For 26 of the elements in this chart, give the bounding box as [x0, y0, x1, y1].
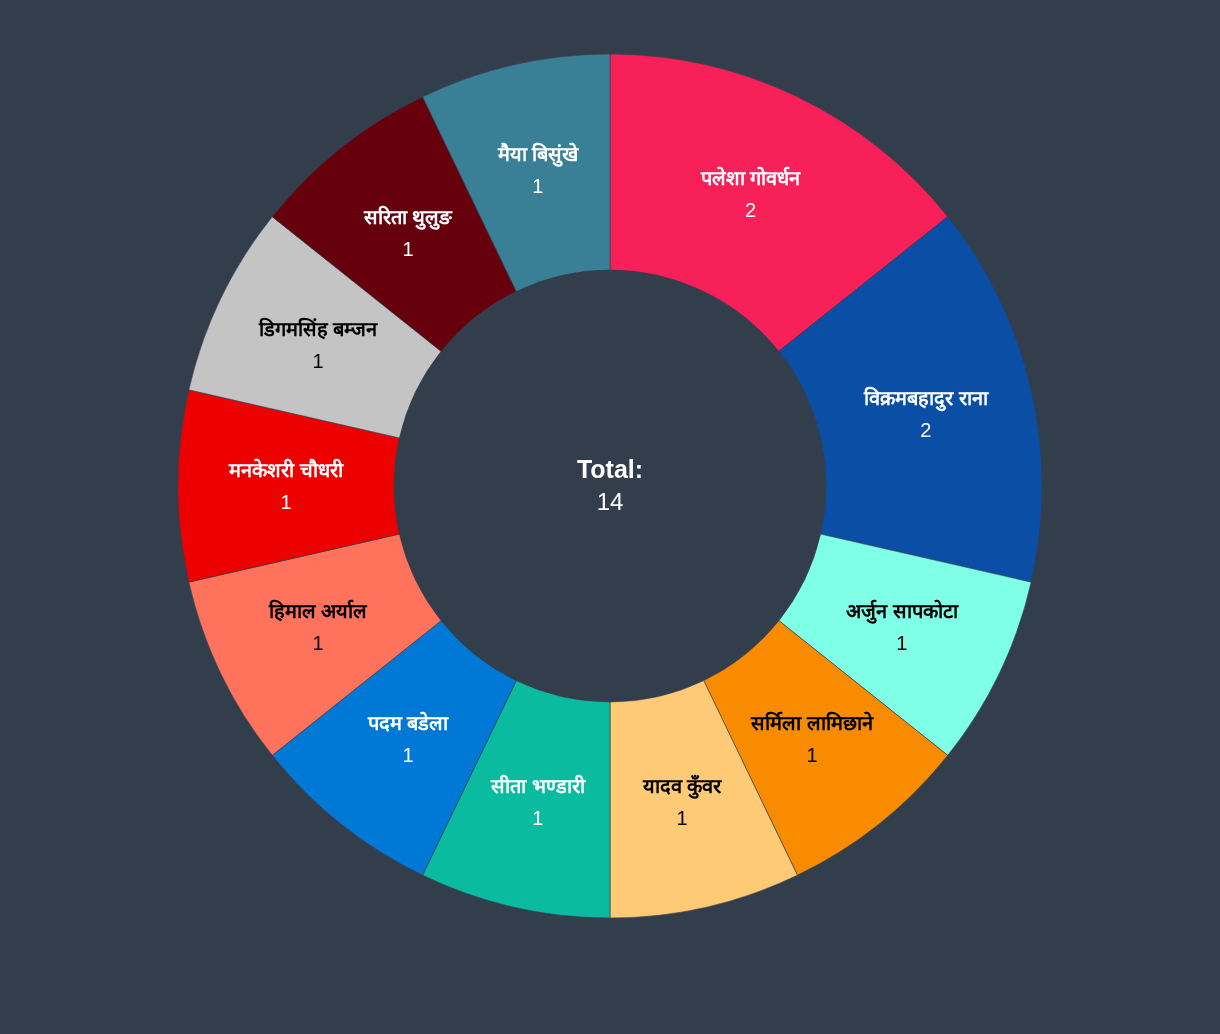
slice-label: पदम बडेला — [366, 711, 450, 735]
text: Total: — [576, 455, 644, 483]
data-label: 1 — [402, 744, 414, 767]
slice-label: हिमाल अर्याल — [267, 598, 369, 622]
data-label: 1 — [806, 744, 818, 767]
slice-label: मैया बिसुंखे — [496, 142, 581, 168]
slice-label: सर्मिला लामिछाने — [750, 711, 874, 735]
data-label: 2 — [745, 199, 757, 222]
slice-label: सीता भण्डारी — [490, 773, 586, 797]
data-label: 1 — [896, 631, 908, 654]
data-label: 1 — [312, 350, 324, 373]
slice-label: सरिता थुलुङ — [362, 204, 454, 230]
data-label: 1 — [532, 175, 544, 198]
text: 14 — [596, 488, 624, 515]
data-label: 1 — [312, 631, 324, 654]
slice-label: पलेशा गोवर्धन — [699, 166, 802, 190]
slice-label: यादव कुँवर — [641, 773, 723, 799]
slice-label: डिगमसिंह बम्जन — [257, 317, 379, 341]
data-label: 1 — [402, 237, 414, 260]
data-label: 1 — [676, 806, 688, 829]
data-label: 2 — [920, 418, 932, 441]
data-label: 1 — [280, 491, 292, 513]
slice-label: विक्रमबहादुर राना — [863, 385, 989, 412]
data-label: 1 — [532, 806, 544, 829]
slice-label: मनकेशरी चौधरी — [228, 458, 344, 481]
slice-label: अर्जुन सापकोटा — [846, 598, 959, 624]
